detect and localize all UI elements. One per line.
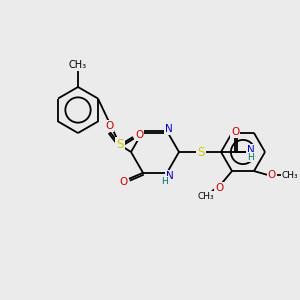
Text: CH₃: CH₃ bbox=[282, 171, 298, 180]
Text: CH₃: CH₃ bbox=[198, 192, 214, 201]
Text: CH₃: CH₃ bbox=[69, 60, 87, 70]
Text: O: O bbox=[119, 177, 127, 187]
Text: O: O bbox=[135, 130, 143, 140]
Text: H: H bbox=[248, 152, 254, 161]
Text: O: O bbox=[231, 127, 239, 137]
Text: N: N bbox=[166, 171, 174, 181]
Text: O: O bbox=[105, 121, 113, 131]
Text: S: S bbox=[197, 146, 205, 158]
Text: O: O bbox=[268, 170, 276, 180]
Text: N: N bbox=[165, 124, 173, 134]
Text: S: S bbox=[116, 139, 124, 152]
Text: H: H bbox=[162, 177, 168, 186]
Text: O: O bbox=[215, 183, 223, 193]
Text: N: N bbox=[247, 145, 255, 155]
